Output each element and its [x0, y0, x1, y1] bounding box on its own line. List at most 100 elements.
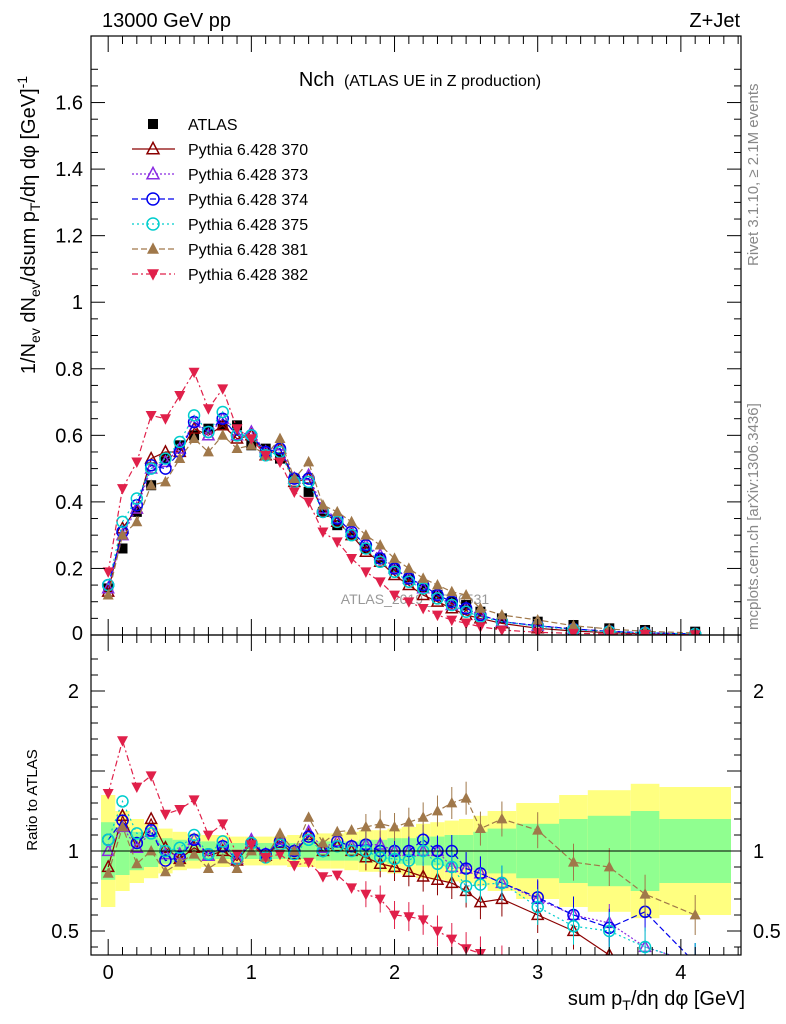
data-point: [331, 505, 343, 517]
main-y-tick-label: 1.6: [55, 93, 83, 115]
data-point: [131, 857, 143, 869]
data-point: [202, 862, 214, 873]
data-point: [496, 959, 507, 969]
data-point: [389, 910, 401, 922]
data-point: [273, 442, 287, 455]
data-point: [346, 554, 358, 565]
data-point: [373, 851, 387, 864]
data-point: [187, 409, 201, 422]
data-point: [159, 809, 171, 821]
x-tick-label: 4: [675, 962, 686, 984]
data-point: [145, 844, 157, 856]
data-point: [174, 856, 186, 867]
data-point: [496, 608, 508, 620]
data-point: [260, 450, 272, 462]
data-point: [102, 789, 114, 800]
data-point: [532, 824, 544, 835]
x-tick-label: 1: [246, 962, 257, 984]
data-point: [474, 878, 487, 891]
data-point: [101, 833, 115, 847]
data-point: [158, 846, 173, 860]
data-point: [159, 462, 172, 475]
data-point: [173, 435, 187, 449]
data-point: [403, 816, 415, 827]
data-point: [446, 934, 458, 946]
data-point: [417, 915, 429, 926]
data-point: [431, 804, 443, 816]
data-point: [274, 849, 286, 861]
data-point: [159, 865, 171, 877]
data-point: [360, 820, 372, 832]
data-point: [389, 590, 401, 602]
data-point: [117, 543, 128, 554]
data-point: [159, 475, 171, 487]
data-point: [345, 525, 358, 539]
main-title-subtitle: (ATLAS UE in Z production): [344, 73, 541, 90]
data-point: [145, 771, 157, 782]
legend-marker: [147, 269, 159, 281]
data-point: [130, 836, 144, 850]
data-point: [403, 597, 415, 608]
data-point: [567, 619, 579, 631]
data-point: [144, 811, 158, 825]
header-right: Z+Jet: [689, 10, 740, 32]
data-point: [303, 497, 315, 508]
legend: ATLAS Pythia 6.428 370 Pythia 6.428 373 Pyt…: [132, 117, 308, 284]
data-point: [346, 824, 358, 835]
data-point: [374, 817, 386, 829]
data-point: [344, 527, 359, 541]
data-point: [403, 912, 415, 923]
data-point: [331, 515, 344, 529]
data-point: [417, 603, 429, 615]
data-point: [174, 452, 186, 464]
data-point: [188, 795, 200, 806]
data-point: [188, 432, 200, 444]
data-point: [145, 410, 157, 422]
data-point: [416, 587, 430, 601]
legend-item-p381: Pythia 6.428 381: [132, 242, 308, 259]
data-point: [495, 891, 509, 905]
legend-marker: [145, 140, 161, 155]
data-point: [159, 414, 171, 425]
data-point: [474, 602, 486, 613]
data-point: [303, 486, 314, 497]
data-point: [316, 843, 330, 857]
data-point: [402, 575, 416, 589]
data-point: [332, 520, 343, 531]
data-point: [273, 445, 287, 459]
data-point: [605, 947, 614, 955]
data-point: [388, 852, 401, 866]
data-point: [102, 567, 114, 578]
data-point: [202, 847, 215, 861]
data-point: [417, 572, 429, 583]
data-point: [331, 839, 344, 853]
data-point: [474, 822, 486, 833]
data-point: [416, 580, 430, 594]
data-point: [375, 553, 386, 564]
data-point: [158, 454, 173, 468]
data-point: [567, 919, 580, 933]
data-point: [116, 529, 128, 540]
data-point: [403, 562, 415, 573]
data-point: [690, 957, 701, 967]
data-point: [260, 853, 272, 864]
data-point: [188, 848, 200, 859]
data-point: [446, 615, 458, 627]
axis-ticks: 0.2 0.4 0.6 0.8 1 1.2 1.4 1.6 0 0.5 0.5 1 1 2 2 0 1 2 3 4: [51, 36, 781, 984]
data-point: [373, 555, 387, 569]
data-point: [416, 868, 430, 882]
data-point: [316, 504, 330, 518]
data-point: [274, 827, 286, 838]
data-point: [131, 506, 142, 517]
data-point: [603, 924, 616, 938]
data-point: [116, 515, 129, 529]
data-point: [402, 864, 416, 877]
data-point: [302, 830, 315, 843]
ratio-y-axis-label: Ratio to ATLAS: [24, 749, 41, 850]
data-point: [402, 854, 416, 867]
main-y-axis-label: 1/Nev dNev/dsum pT/dη dφ [GeV]-1: [14, 76, 43, 374]
data-point: [144, 462, 158, 475]
data-point: [288, 861, 300, 872]
data-point: [359, 542, 373, 555]
legend-label: Pythia 6.428 370: [188, 142, 308, 159]
